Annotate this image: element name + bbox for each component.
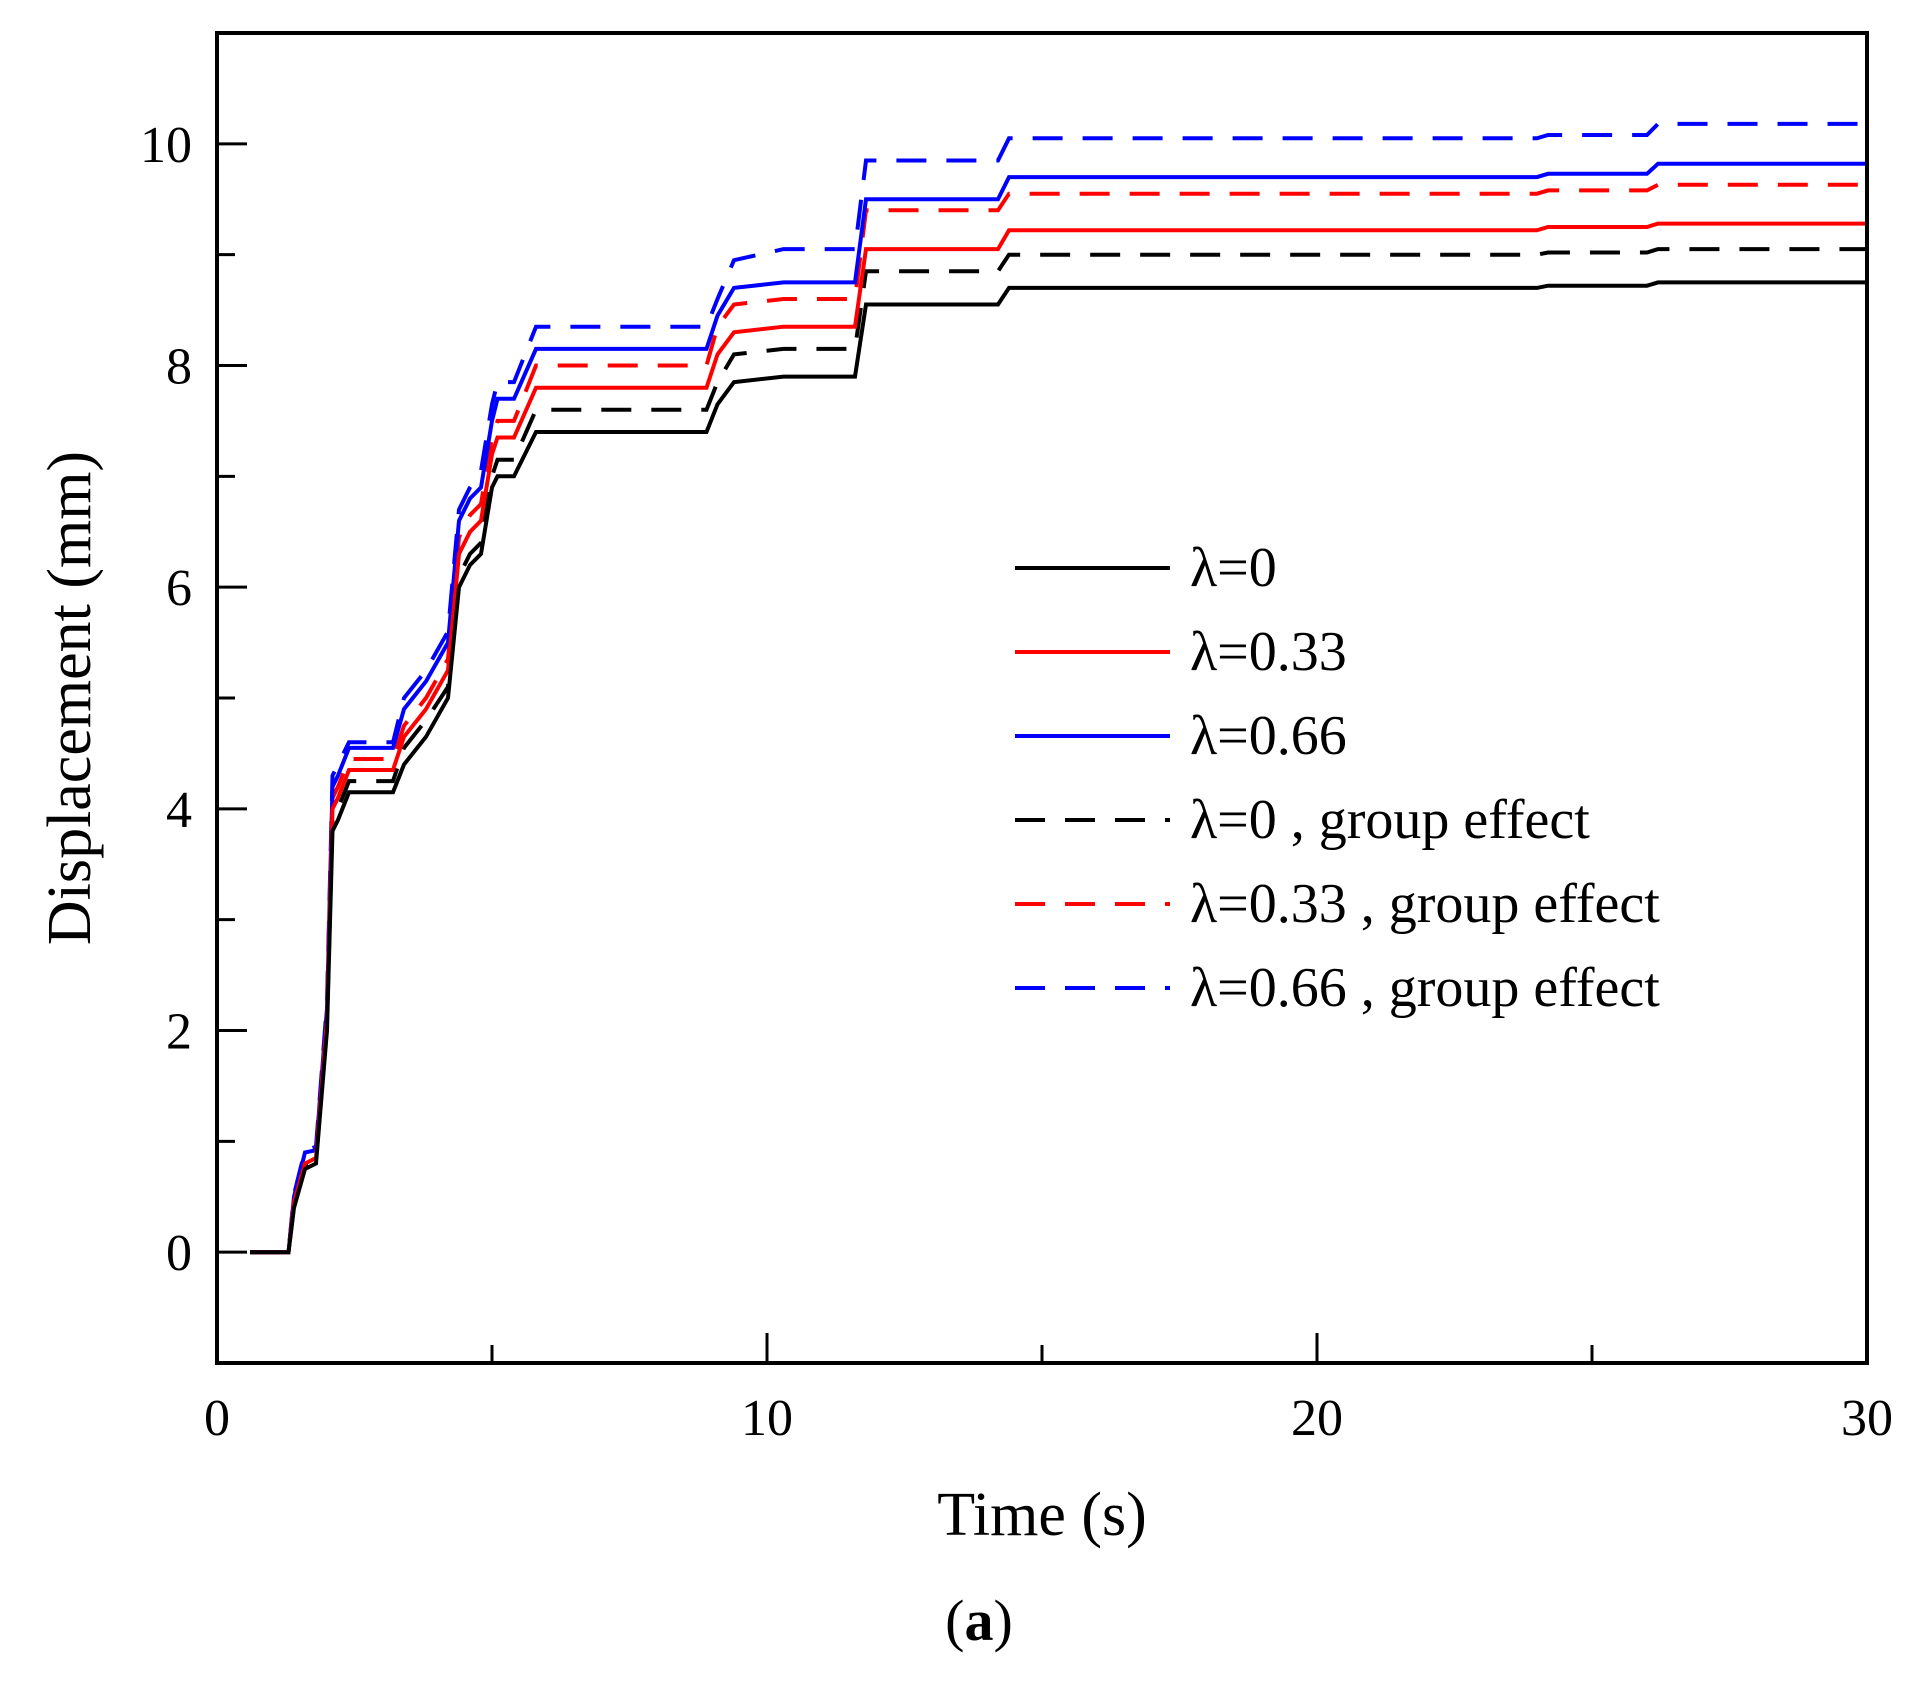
y-tick-label: 6 xyxy=(166,560,192,617)
caption-label: a xyxy=(965,1588,994,1653)
x-tick-label: 0 xyxy=(204,1390,230,1447)
y-tick-label: 0 xyxy=(166,1225,192,1282)
y-tick-label: 10 xyxy=(140,117,192,174)
x-tick-label: 10 xyxy=(741,1390,793,1447)
x-axis-ticks xyxy=(215,1333,1869,1363)
y-tick-label: 4 xyxy=(166,782,192,839)
legend-label: λ=0 xyxy=(1190,537,1277,599)
legend-label: λ=0.66 , group effect xyxy=(1190,957,1660,1019)
series-line xyxy=(250,161,1867,1255)
legend: λ=0 λ=0.33 λ=0.66 λ=0 , group effect λ=0.33 … xyxy=(1015,537,1660,1019)
legend-label: λ=0 , group effect xyxy=(1190,789,1590,851)
legend-label: λ=0.66 xyxy=(1190,705,1347,767)
x-tick-label: 30 xyxy=(1841,1390,1893,1447)
y-tick-label: 2 xyxy=(166,1004,192,1061)
series-line xyxy=(250,247,1867,1255)
x-axis-title: Time (s) xyxy=(937,1481,1147,1549)
series-line xyxy=(250,182,1867,1255)
y-tick-label: 8 xyxy=(166,339,192,396)
legend-label: λ=0.33 xyxy=(1190,621,1347,683)
figure-caption: (a) xyxy=(945,1588,1013,1653)
x-axis-tick-labels: 0 10 20 30 xyxy=(204,1390,1893,1447)
plot-lines xyxy=(250,121,1867,1255)
y-axis-title: Displacement (mm) xyxy=(36,451,104,945)
y-axis-tick-labels: 0 2 4 6 8 10 xyxy=(140,117,192,1282)
legend-label: λ=0.33 , group effect xyxy=(1190,873,1660,935)
series-line xyxy=(250,280,1867,1255)
y-axis-ticks xyxy=(217,31,247,1365)
x-tick-label: 20 xyxy=(1291,1390,1343,1447)
caption-close: ) xyxy=(994,1588,1013,1653)
plot-frame xyxy=(215,31,1869,1365)
series-line xyxy=(250,121,1867,1255)
caption-open: ( xyxy=(945,1588,964,1653)
